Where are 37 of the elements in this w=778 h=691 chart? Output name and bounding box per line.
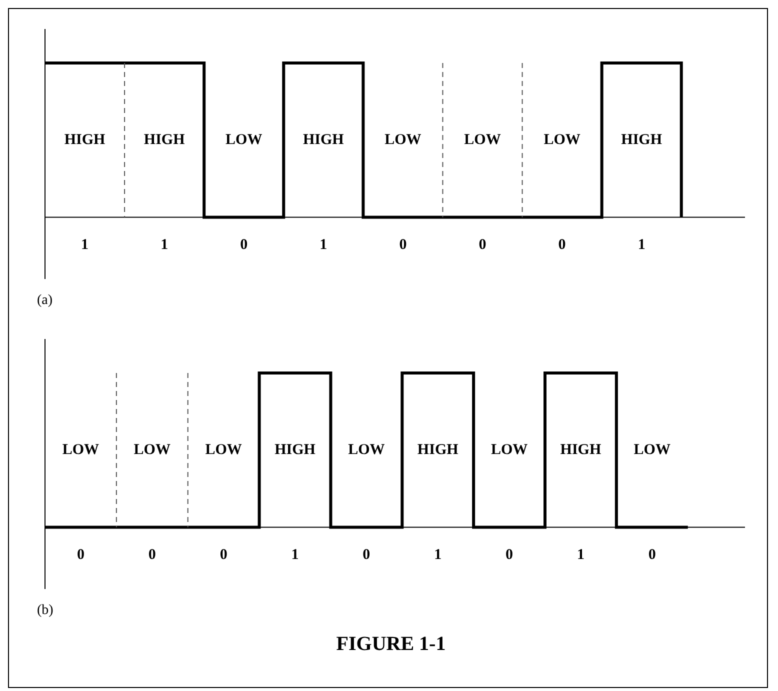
data-label: 0 — [648, 546, 656, 563]
text: LOW — [205, 442, 242, 458]
text: HIGH — [274, 442, 316, 458]
text: HIGH — [621, 132, 662, 148]
text: FIGURE 1-1 — [335, 633, 447, 656]
text: LOW — [490, 442, 528, 458]
text: LOW — [226, 132, 262, 148]
text: (a) — [37, 293, 54, 309]
data-label: 1 — [638, 236, 646, 253]
data-label: 0 — [240, 236, 248, 253]
text: LOW — [348, 442, 385, 458]
text: LOW — [134, 442, 170, 458]
text: LOW — [464, 132, 501, 148]
text: HIGH — [417, 442, 459, 458]
data-label: 1 — [291, 546, 299, 563]
text: LOW — [384, 132, 422, 148]
data-label: 0 — [148, 546, 156, 563]
text: (b) — [37, 603, 54, 619]
data-label: 0 — [558, 236, 566, 253]
data-label: 1 — [576, 546, 584, 563]
data-label: 0 — [506, 546, 514, 563]
text: HIGH — [560, 442, 602, 458]
data-label: 0 — [220, 546, 228, 563]
data-label: 0 — [478, 236, 486, 253]
text: LOW — [62, 442, 100, 458]
text: LOW — [544, 132, 580, 148]
data-label: 0 — [362, 546, 370, 563]
text: HIGH — [302, 132, 344, 148]
text: HIGH — [144, 132, 186, 148]
data-label: 0 — [76, 546, 84, 563]
data-label: 1 — [81, 236, 89, 253]
data-label: 1 — [320, 236, 328, 253]
text: HIGH — [64, 132, 106, 148]
data-label: 1 — [160, 236, 168, 253]
text: LOW — [634, 442, 670, 458]
data-label: 0 — [399, 236, 407, 253]
data-label: 1 — [434, 546, 442, 563]
